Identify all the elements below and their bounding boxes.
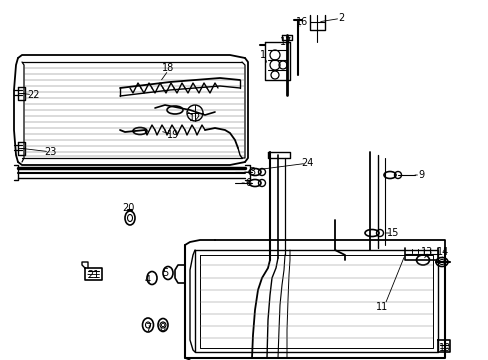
Text: 13: 13 — [420, 247, 432, 257]
Text: 4: 4 — [144, 275, 151, 285]
Text: 11: 11 — [375, 302, 387, 312]
Text: 23: 23 — [44, 147, 56, 157]
Text: 12: 12 — [188, 113, 201, 123]
Text: 24: 24 — [300, 158, 312, 168]
Text: 9: 9 — [417, 170, 423, 180]
Text: 1: 1 — [260, 50, 265, 60]
Text: 10: 10 — [438, 343, 450, 353]
Text: 18: 18 — [162, 63, 174, 73]
Text: 17: 17 — [279, 37, 292, 47]
Text: 5: 5 — [162, 268, 168, 278]
Text: 15: 15 — [386, 228, 398, 238]
Text: 16: 16 — [295, 17, 307, 27]
Text: 19: 19 — [166, 130, 179, 140]
Text: 6: 6 — [244, 178, 250, 188]
Text: 14: 14 — [436, 247, 448, 257]
Text: 2: 2 — [337, 13, 344, 23]
Text: 20: 20 — [122, 203, 134, 213]
Text: 3: 3 — [248, 167, 255, 177]
Text: 22: 22 — [27, 90, 39, 100]
Text: 21: 21 — [87, 270, 99, 280]
Text: 7: 7 — [144, 323, 151, 333]
Text: 8: 8 — [159, 323, 165, 333]
